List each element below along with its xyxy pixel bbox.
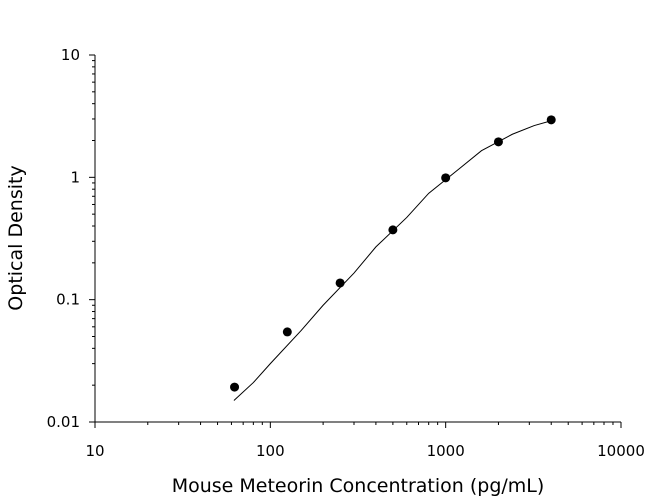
data-point [493, 137, 503, 147]
data-point [282, 327, 292, 337]
x-tick-label: 10 [85, 442, 104, 460]
data-point [388, 225, 398, 235]
data-point [546, 115, 556, 125]
y-tick-label: 10 [61, 46, 80, 64]
y-tick-label: 0.01 [47, 413, 80, 431]
x-tick-label: 100 [256, 442, 285, 460]
y-tick-label: 1 [70, 168, 80, 186]
x-tick-label: 10000 [597, 442, 645, 460]
data-point [335, 278, 345, 288]
fit-curve [233, 120, 552, 401]
x-axis-label: Mouse Meteorin Concentration (pg/mL) [172, 475, 545, 497]
y-tick-label: 0.1 [56, 291, 80, 309]
y-axis-label: Optical Density [5, 165, 27, 310]
data-point [230, 382, 240, 392]
x-tick-label: 1000 [427, 442, 465, 460]
data-point [441, 173, 451, 183]
